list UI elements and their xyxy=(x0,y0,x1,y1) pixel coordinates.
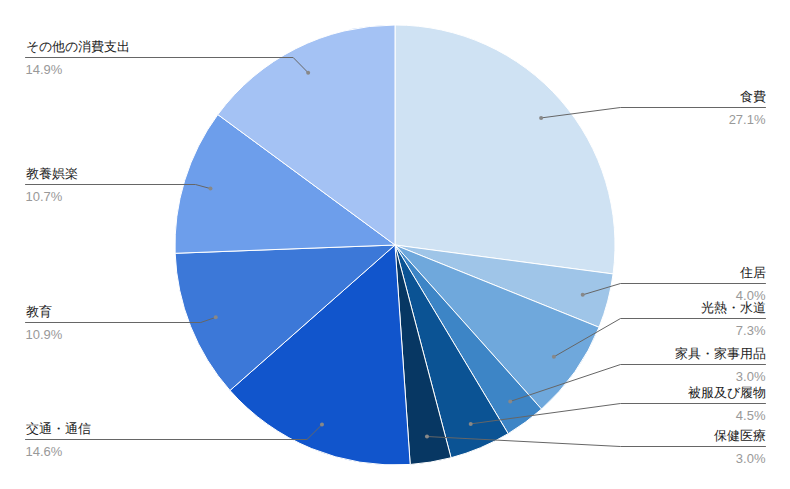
svg-text:4.5%: 4.5% xyxy=(736,408,766,423)
svg-text:住居: 住居 xyxy=(739,265,766,280)
svg-text:27.1%: 27.1% xyxy=(729,112,766,127)
svg-text:被服及び履物: 被服及び履物 xyxy=(688,385,766,400)
svg-text:教養娯楽: 教養娯楽 xyxy=(26,166,78,181)
svg-text:交通・通信: 交通・通信 xyxy=(26,421,91,436)
svg-text:10.7%: 10.7% xyxy=(26,189,63,204)
svg-text:14.6%: 14.6% xyxy=(26,444,63,459)
svg-text:食費: 食費 xyxy=(740,89,766,104)
svg-text:家具・家事用品: 家具・家事用品 xyxy=(675,346,766,361)
svg-text:3.0%: 3.0% xyxy=(736,369,766,384)
svg-text:光熱・水道: 光熱・水道 xyxy=(700,299,766,315)
svg-text:3.0%: 3.0% xyxy=(736,451,766,466)
svg-text:保健医療: 保健医療 xyxy=(714,428,766,443)
svg-text:10.9%: 10.9% xyxy=(26,327,63,342)
svg-text:14.9%: 14.9% xyxy=(26,62,63,77)
svg-text:7.3%: 7.3% xyxy=(736,323,766,338)
svg-text:4.0%: 4.0% xyxy=(736,288,766,303)
svg-text:その他の消費支出: その他の消費支出 xyxy=(26,39,130,54)
svg-text:教育: 教育 xyxy=(26,304,52,319)
